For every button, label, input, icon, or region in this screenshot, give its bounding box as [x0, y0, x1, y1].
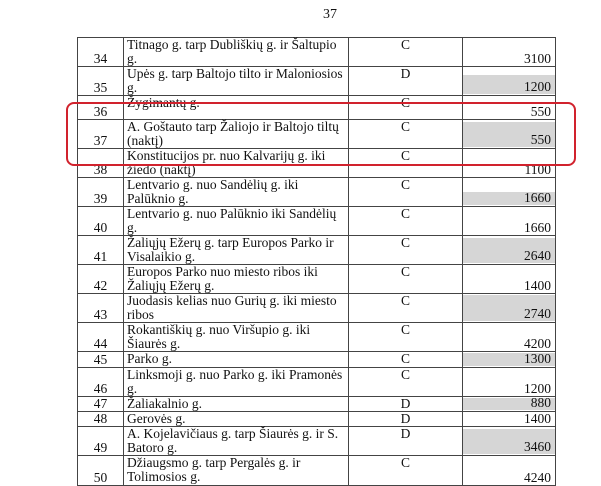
value-cell: 880: [462, 396, 556, 412]
value-cell: 1300: [462, 351, 556, 368]
row-number: 35: [77, 66, 124, 96]
value-cell: 1200: [462, 66, 556, 96]
street-description: Žaliakalnio g.: [123, 396, 349, 412]
street-class: C: [348, 322, 463, 352]
highlight-box: [66, 102, 576, 166]
table-row: 36 Žygimantų g. C 550: [77, 95, 556, 120]
value-cell: 1660: [462, 206, 556, 236]
value-cell: 1100: [462, 148, 556, 178]
row-number: 41: [77, 235, 124, 265]
table-row: 35 Upės g. tarp Baltojo tilto ir Malonio…: [77, 66, 556, 96]
table-row: 50 Džiaugsmo g. tarp Pergalės g. ir Toli…: [77, 455, 556, 486]
row-number: 43: [77, 293, 124, 323]
row-number: 36: [77, 95, 124, 120]
street-class: C: [348, 177, 463, 207]
table-row: 48 Gerovės g. D 1400: [77, 411, 556, 427]
street-description: Titnago g. tarp Dubliškių g. ir Šaltupio…: [123, 37, 349, 67]
row-number: 49: [77, 426, 124, 456]
value: 1660: [524, 220, 551, 235]
row-number: 34: [77, 37, 124, 67]
value: 2740: [463, 295, 555, 321]
street-class: C: [348, 264, 463, 294]
row-number: 44: [77, 322, 124, 352]
row-number: 40: [77, 206, 124, 236]
street-description: A. Kojelavičiaus g. tarp Šiaurės g. ir S…: [123, 426, 349, 456]
street-class: C: [348, 367, 463, 397]
table-row: 44 Rokantiškių g. nuo Viršupio g. iki Ši…: [77, 322, 556, 352]
value-cell: 1400: [462, 264, 556, 294]
value-cell: 3460: [462, 426, 556, 456]
value: 1200: [463, 75, 555, 94]
table-row: 45 Parko g. C 1300: [77, 351, 556, 368]
value: 1400: [524, 278, 551, 293]
row-number: 48: [77, 411, 124, 427]
value-cell: 1200: [462, 367, 556, 397]
row-number: 47: [77, 396, 124, 412]
row-number: 45: [77, 351, 124, 368]
table-row: 39 Lentvario g. nuo Sandėlių g. iki Palū…: [77, 177, 556, 207]
street-class: C: [348, 455, 463, 486]
street-description: Upės g. tarp Baltojo tilto ir Maloniosio…: [123, 66, 349, 96]
value: 1100: [524, 162, 552, 177]
street-description: Juodasis kelias nuo Gurių g. iki miesto …: [123, 293, 349, 323]
value: 4200: [524, 336, 551, 351]
value: 1300: [463, 352, 555, 366]
table-row: 41 Žaliųjų Ežerų g. tarp Europos Parko i…: [77, 235, 556, 265]
value: 4240: [524, 470, 551, 485]
table-row: 37 A. Goštauto tarp Žaliojo ir Baltojo t…: [77, 119, 556, 149]
value: 1660: [463, 191, 555, 205]
street-class: D: [348, 411, 463, 427]
table-row: 46 Linksmoji g. nuo Parko g. iki Pramonė…: [77, 367, 556, 397]
value: 880: [463, 396, 555, 410]
value-cell: 4200: [462, 322, 556, 352]
streets-table: 34 Titnago g. tarp Dubliškių g. ir Šaltu…: [77, 37, 556, 486]
table-row: 34 Titnago g. tarp Dubliškių g. ir Šaltu…: [77, 37, 556, 67]
street-class: D: [348, 66, 463, 96]
street-description: Parko g.: [123, 351, 349, 368]
value-cell: 1660: [462, 177, 556, 207]
row-number: 46: [77, 367, 124, 397]
street-description: Lentvario g. nuo Sandėlių g. iki Palūkni…: [123, 177, 349, 207]
value-cell: 550: [462, 119, 556, 149]
street-description: Žaliųjų Ežerų g. tarp Europos Parko ir V…: [123, 235, 349, 265]
value: 3100: [524, 51, 551, 66]
street-class: C: [348, 351, 463, 368]
value: 1200: [524, 381, 551, 396]
table-row: 49 A. Kojelavičiaus g. tarp Šiaurės g. i…: [77, 426, 556, 456]
street-class: C: [348, 235, 463, 265]
street-description: Europos Parko nuo miesto ribos iki Žalių…: [123, 264, 349, 294]
street-class: D: [348, 396, 463, 412]
street-description: A. Goštauto tarp Žaliojo ir Baltojo tilt…: [123, 119, 349, 149]
row-number: 39: [77, 177, 124, 207]
table-row: 43 Juodasis kelias nuo Gurių g. iki mies…: [77, 293, 556, 323]
value: 550: [463, 122, 555, 147]
value-cell: 4240: [462, 455, 556, 486]
value: 550: [530, 104, 551, 119]
value-cell: 550: [462, 95, 556, 120]
table-row: 47 Žaliakalnio g. D 880: [77, 396, 556, 412]
street-class: C: [348, 119, 463, 149]
value-cell: 1400: [462, 411, 556, 427]
value: 1400: [524, 411, 551, 426]
street-description: Gerovės g.: [123, 411, 349, 427]
value: 3460: [463, 429, 555, 454]
page-number: 37: [323, 7, 337, 22]
table-row: 40 Lentvario g. nuo Palūknio iki Sandėli…: [77, 206, 556, 236]
row-number: 42: [77, 264, 124, 294]
street-description: Lentvario g. nuo Palūknio iki Sandėlių g…: [123, 206, 349, 236]
street-description: Džiaugsmo g. tarp Pergalės g. ir Tolimos…: [123, 455, 349, 486]
street-class: D: [348, 426, 463, 456]
street-class: C: [348, 206, 463, 236]
value: 2640: [463, 238, 555, 263]
table-row: 42 Europos Parko nuo miesto ribos iki Ža…: [77, 264, 556, 294]
row-number: 50: [77, 455, 124, 486]
street-class: C: [348, 293, 463, 323]
table-row: 38 Konstitucijos pr. nuo Kalvarijų g. ik…: [77, 148, 556, 178]
street-description: Rokantiškių g. nuo Viršupio g. iki Šiaur…: [123, 322, 349, 352]
value-cell: 2740: [462, 293, 556, 323]
street-description: Linksmoji g. nuo Parko g. iki Pramonės g…: [123, 367, 349, 397]
street-class: C: [348, 37, 463, 67]
value-cell: 3100: [462, 37, 556, 67]
value-cell: 2640: [462, 235, 556, 265]
